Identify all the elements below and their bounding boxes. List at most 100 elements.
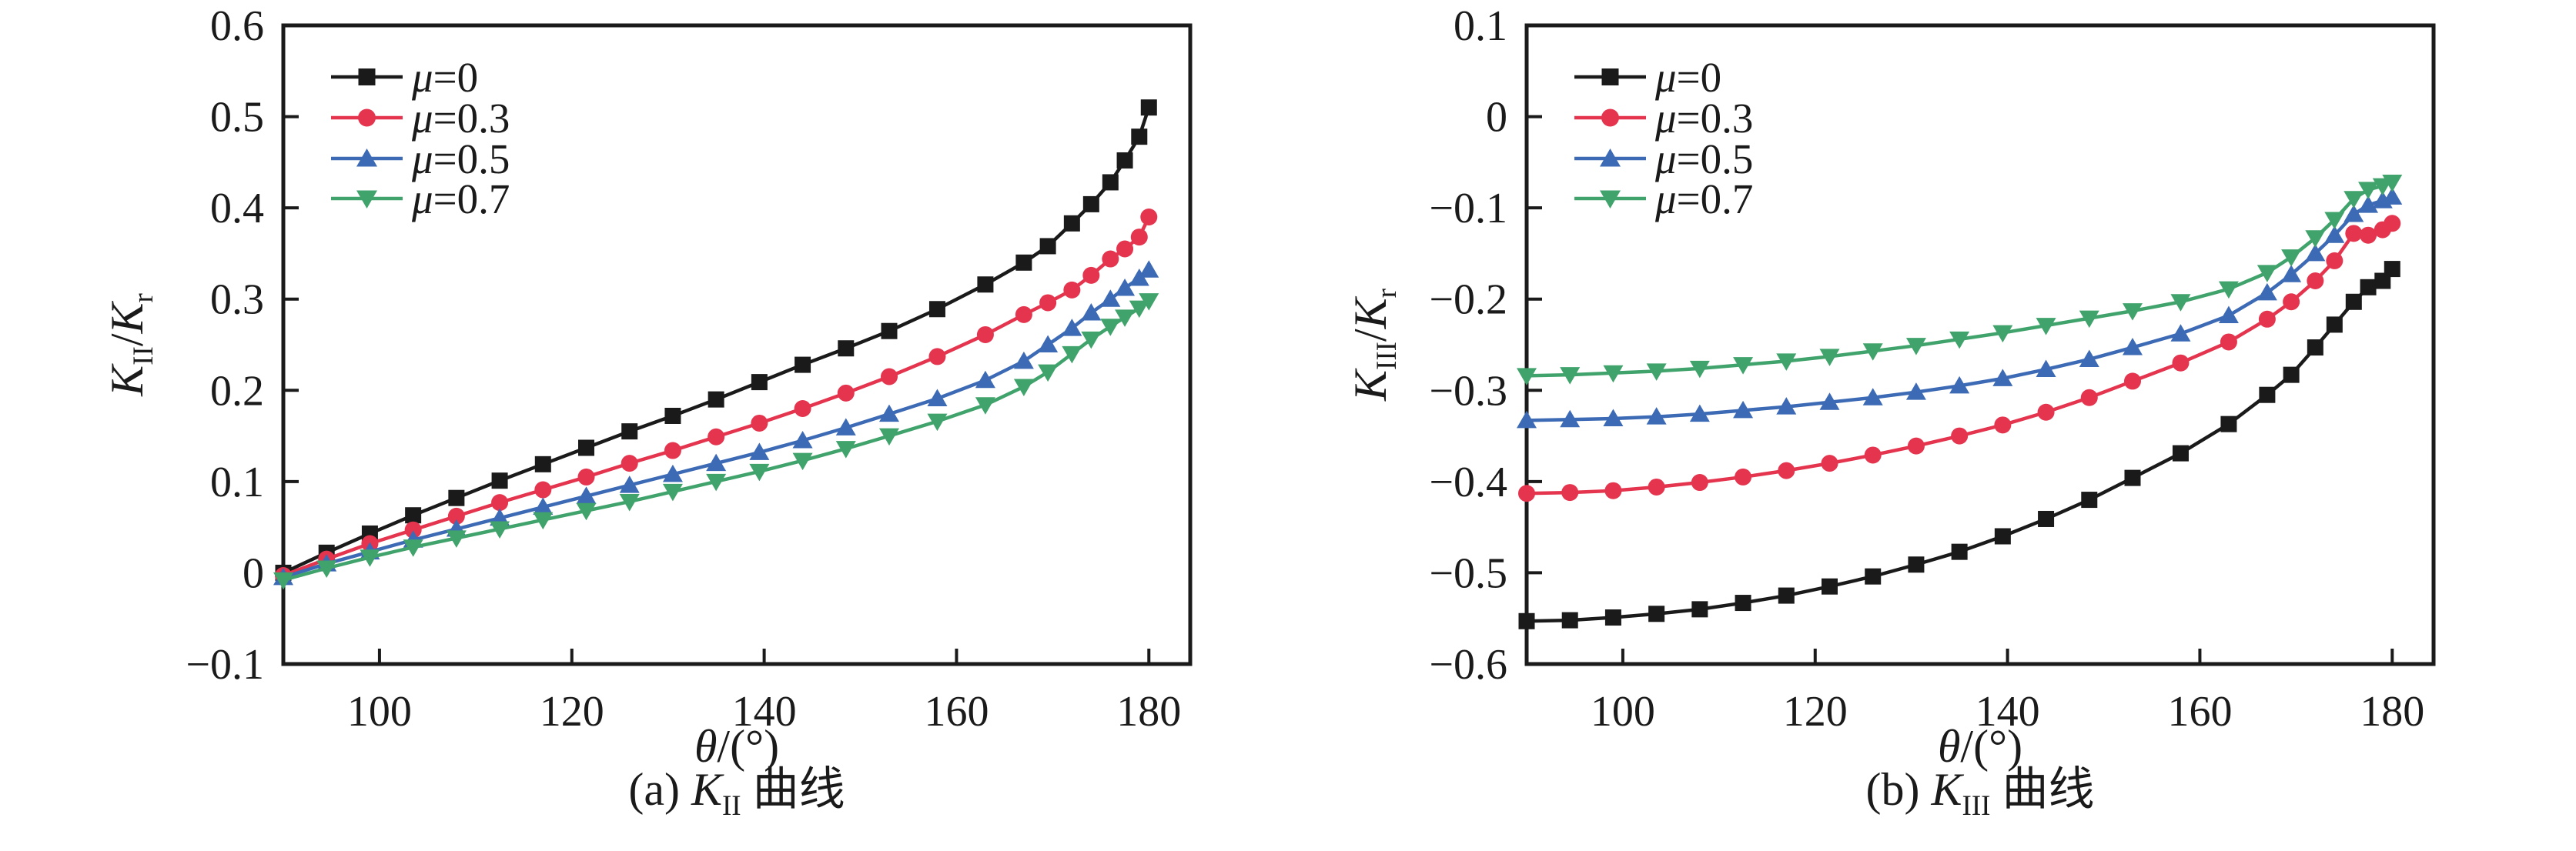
triangle-down-marker [1603, 365, 1624, 383]
triangle-down-marker [1560, 367, 1581, 385]
triangle-up-marker [356, 149, 377, 167]
circle-marker [1735, 468, 1752, 486]
y-tick-label: −0.2 [1429, 276, 1507, 324]
triangle-up-marker [927, 389, 948, 406]
triangle-down-marker [1100, 319, 1121, 336]
circle-marker [2220, 333, 2237, 351]
triangle-up-marker [2281, 265, 2302, 282]
triangle-up-marker [792, 431, 813, 449]
square-marker [881, 322, 898, 339]
square-marker [2360, 279, 2377, 295]
legend-label: μ=0.5 [411, 135, 510, 182]
legend-item: μ=0.5 [1574, 135, 1753, 182]
square-marker [977, 276, 994, 293]
x-tick-label: 100 [347, 688, 412, 736]
circle-marker [2080, 389, 2098, 406]
legend-label: μ=0.3 [411, 95, 510, 142]
square-marker [2259, 386, 2276, 403]
square-marker [577, 439, 594, 456]
square-marker [1561, 612, 1578, 629]
triangle-up-marker [1733, 400, 1754, 419]
x-tick-label: 180 [2360, 688, 2424, 736]
square-marker [2283, 366, 2300, 383]
square-marker [2384, 261, 2400, 278]
triangle-down-marker [706, 473, 727, 492]
square-marker [534, 456, 551, 472]
triangle-down-marker [2170, 294, 2191, 312]
square-marker [1063, 215, 1080, 232]
triangle-up-marker [1115, 278, 1136, 296]
circle-marker [534, 481, 552, 499]
triangle-up-marker [2324, 225, 2345, 243]
circle-marker [2307, 272, 2324, 289]
triangle-down-marker [1992, 325, 2013, 343]
circle-marker [358, 108, 376, 127]
triangle-up-marker [1100, 289, 1121, 307]
circle-marker [1140, 209, 1158, 225]
triangle-up-marker [2122, 338, 2143, 355]
square-marker [928, 301, 945, 318]
triangle-up-marker [1646, 407, 1667, 425]
series-mu0.3 [1518, 215, 2401, 502]
series-mu0 [1518, 261, 2400, 629]
square-marker [2220, 415, 2237, 432]
triangle-up-marker [2343, 204, 2364, 222]
circle-marker [447, 507, 465, 525]
legend-item: μ=0.3 [1574, 95, 1753, 142]
circle-marker [2258, 310, 2276, 328]
triangle-down-marker [1062, 345, 1082, 364]
circle-marker [404, 521, 422, 539]
triangle-up-marker [1517, 410, 1537, 429]
triangle-down-marker [1905, 338, 1926, 355]
triangle-down-marker [1949, 331, 1970, 349]
plot-frame [281, 23, 1193, 666]
y-tick-label: −0.5 [1429, 549, 1507, 597]
triangle-down-marker [2358, 182, 2379, 199]
square-marker [1039, 238, 1056, 255]
triangle-down-marker [792, 452, 813, 471]
square-marker [1865, 568, 1882, 585]
triangle-up-marker [706, 453, 727, 472]
triangle-down-marker [1081, 331, 1102, 349]
circle-marker [1039, 294, 1057, 312]
square-marker [2172, 445, 2189, 462]
y-tick-label: 0.4 [210, 185, 264, 232]
square-marker [358, 68, 376, 85]
triangle-down-marker [533, 512, 554, 530]
triangle-down-marker [2122, 303, 2143, 321]
circle-marker [880, 368, 898, 385]
circle-marker [837, 384, 855, 402]
triangle-up-marker [1603, 409, 1624, 427]
legend-label: μ=0.5 [1654, 135, 1753, 182]
triangle-up-marker [2036, 359, 2056, 378]
triangle-up-marker [1062, 319, 1082, 336]
triangle-up-marker [1776, 397, 1797, 415]
circle-marker [794, 400, 811, 417]
x-tick-label: 160 [924, 688, 989, 736]
square-marker [2124, 469, 2141, 486]
triangle-down-marker [1689, 360, 1710, 379]
circle-marker [1691, 474, 1708, 492]
legend-item: μ=0.5 [331, 135, 510, 182]
legend-item: μ=0.7 [331, 175, 510, 222]
y-tick-label: −0.1 [1429, 185, 1507, 232]
triangle-up-marker [2382, 187, 2403, 205]
square-marker [1994, 528, 2011, 545]
square-marker [1951, 543, 1968, 560]
triangle-down-marker [2218, 281, 2239, 299]
x-axis-label: θ/(°) [1938, 721, 2022, 772]
x-tick-label: 120 [540, 688, 604, 736]
circle-marker [577, 468, 595, 486]
square-marker [448, 489, 465, 506]
y-tick-label: 0.6 [210, 2, 264, 50]
circle-marker [1951, 427, 1969, 445]
x-axis-label: θ/(°) [694, 721, 779, 772]
triangle-up-marker [2305, 243, 2326, 262]
square-marker [405, 507, 422, 524]
square-marker [2307, 339, 2323, 356]
triangle-down-marker [1819, 349, 1840, 366]
circle-marker [708, 428, 725, 446]
triangle-up-marker [1905, 382, 1926, 400]
legend-label: μ=0 [1654, 54, 1721, 101]
